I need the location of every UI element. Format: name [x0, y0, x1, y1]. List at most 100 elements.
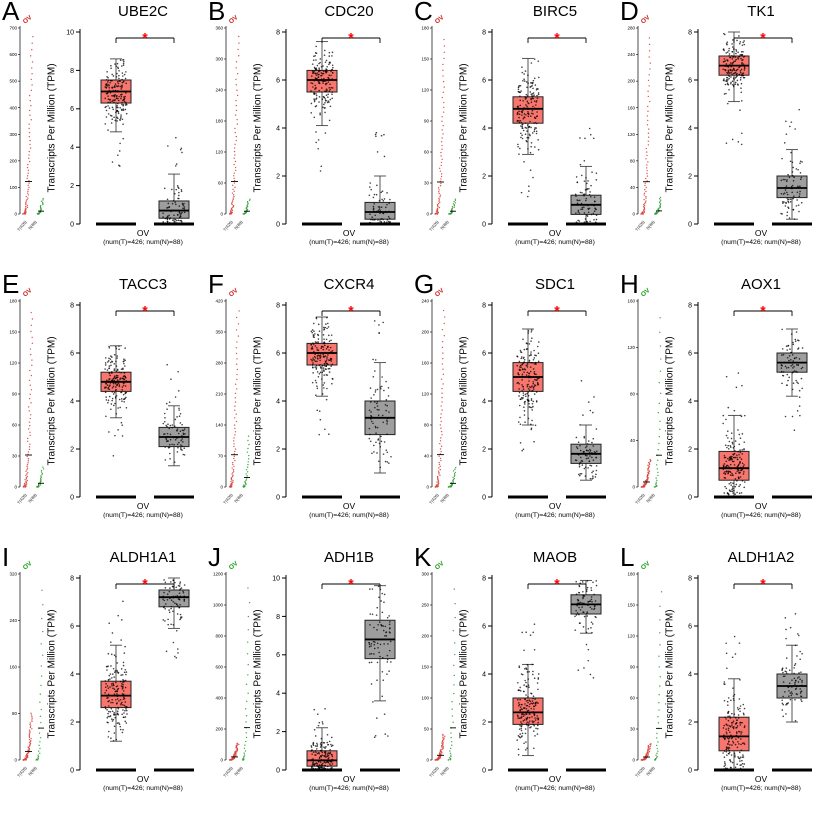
svg-text:N(88): N(88) [233, 765, 244, 777]
svg-text:8: 8 [482, 29, 486, 36]
svg-text:80: 80 [630, 392, 636, 397]
gene-title: UBE2C [117, 3, 169, 20]
svg-text:6: 6 [688, 350, 692, 357]
x-axis-sample-counts: (num(T)=426; num(N)=88) [103, 785, 183, 792]
gene-title: AOX1 [740, 276, 782, 293]
svg-text:0: 0 [688, 494, 692, 501]
boxplot: 0 2 4 6 8 * [482, 29, 606, 228]
panel-j: J ADH1B 0 200 400 600 800 1000 1200 OV T(426) N(8… [206, 543, 412, 819]
svg-text:300: 300 [421, 572, 429, 577]
svg-text:4: 4 [482, 125, 486, 132]
svg-text:180: 180 [215, 119, 223, 124]
x-axis-category: OV [136, 501, 150, 511]
svg-text:90: 90 [424, 119, 430, 124]
svg-text:8: 8 [70, 68, 74, 75]
gene-title: TK1 [747, 3, 775, 20]
svg-text:8: 8 [482, 575, 486, 582]
svg-text:80: 80 [12, 711, 18, 716]
svg-text:6: 6 [688, 623, 692, 630]
boxplot: 0 2 4 6 8 10 * [272, 575, 400, 774]
expression-strip-plot: 0 40 80 120 160 200 240 OV T(426) N(88) [421, 287, 457, 505]
svg-text:4: 4 [276, 691, 280, 698]
svg-text:OV: OV [22, 560, 34, 572]
gene-title: CXCR4 [323, 276, 375, 293]
svg-text:360: 360 [215, 26, 223, 31]
svg-text:*: * [554, 30, 560, 46]
svg-text:*: * [348, 30, 354, 46]
svg-text:0: 0 [688, 767, 692, 774]
svg-text:200: 200 [215, 727, 223, 732]
boxplot: 0 2 4 6 8 * [482, 302, 606, 501]
svg-text:60: 60 [218, 181, 224, 186]
svg-text:8: 8 [276, 29, 280, 36]
svg-text:8: 8 [688, 29, 692, 36]
svg-text:6: 6 [70, 350, 74, 357]
x-axis-category: OV [342, 501, 356, 511]
svg-text:120: 120 [421, 392, 429, 397]
expression-strip-plot: 0 60 120 180 240 300 360 OV T(426) N(88) [215, 14, 251, 232]
svg-text:N(88): N(88) [439, 219, 450, 231]
svg-text:T(426): T(426) [428, 492, 440, 505]
expression-strip-plot: 0 80 160 240 320 OV T(426) N(88) [9, 560, 44, 778]
svg-text:2: 2 [688, 173, 692, 180]
svg-text:6: 6 [276, 652, 280, 659]
y-axis-label: Transcripts Per Million (TPM) [458, 63, 470, 193]
svg-text:500: 500 [9, 79, 17, 84]
gene-title: ALDH1A2 [727, 549, 795, 566]
panel-letter: C [414, 0, 433, 26]
svg-text:0: 0 [632, 758, 635, 763]
svg-text:N(88): N(88) [645, 219, 656, 231]
x-axis-sample-counts: (num(T)=426; num(N)=88) [103, 512, 183, 519]
y-axis-label: Transcripts Per Million (TPM) [458, 609, 470, 739]
expression-strip-plot: 0 70 140 210 280 350 420 OV T(426) N(88) [215, 287, 250, 505]
svg-text:OV: OV [228, 287, 240, 299]
gene-title: MAOB [532, 549, 578, 566]
panel-k: K MAOB 0 50 100 150 200 250 300 OV T(426) N(88) T… [412, 543, 618, 819]
svg-text:2: 2 [70, 183, 74, 190]
svg-text:T(426): T(426) [16, 219, 28, 232]
panel-letter: B [208, 0, 226, 26]
x-axis-category: OV [548, 774, 562, 784]
x-axis-sample-counts: (num(T)=426; num(N)=88) [309, 512, 389, 519]
svg-text:240: 240 [9, 618, 17, 623]
panel-h: H AOX1 0 40 80 120 160 OV T(426) N(88) Transcri… [618, 270, 824, 546]
svg-text:1200: 1200 [213, 572, 224, 577]
svg-text:240: 240 [215, 88, 223, 93]
svg-text:4: 4 [70, 145, 74, 152]
svg-text:*: * [760, 576, 766, 592]
svg-text:T(426): T(426) [16, 765, 28, 778]
svg-text:0: 0 [632, 485, 635, 490]
x-axis-sample-counts: (num(T)=426; num(N)=88) [103, 239, 183, 246]
panel-i: I ALDH1A1 0 80 160 240 320 OV T(426) N(88) Tran… [0, 542, 206, 819]
svg-text:T(426): T(426) [222, 492, 234, 505]
svg-text:150: 150 [9, 330, 17, 335]
svg-text:6: 6 [70, 623, 74, 630]
svg-text:OV: OV [434, 287, 446, 299]
svg-text:*: * [554, 303, 560, 319]
svg-text:60: 60 [424, 150, 430, 155]
svg-text:2: 2 [482, 446, 486, 453]
svg-text:2: 2 [276, 446, 280, 453]
svg-text:OV: OV [434, 14, 446, 26]
boxplot: 0 2 4 6 8 * [688, 575, 812, 774]
svg-text:120: 120 [215, 150, 223, 155]
svg-text:0: 0 [482, 221, 486, 228]
svg-text:2: 2 [70, 719, 74, 726]
svg-text:4: 4 [688, 125, 692, 132]
svg-text:T(426): T(426) [222, 219, 234, 232]
svg-text:0: 0 [220, 485, 223, 490]
svg-text:OV: OV [228, 560, 240, 572]
expression-strip-plot: 0 30 60 90 120 150 180 OV T(426) N(88) [627, 560, 663, 778]
svg-text:420: 420 [215, 299, 223, 304]
svg-text:180: 180 [627, 572, 635, 577]
panel-letter: L [620, 542, 635, 572]
y-axis-label: Transcripts Per Million (TPM) [664, 63, 676, 193]
svg-text:280: 280 [215, 361, 223, 366]
panel-letter: A [2, 0, 20, 26]
gene-title: ADH1B [323, 549, 375, 566]
panel-letter: I [2, 542, 10, 572]
svg-text:100: 100 [9, 185, 17, 190]
svg-text:6: 6 [276, 350, 280, 357]
svg-text:0: 0 [70, 494, 74, 501]
panel-d: D TK1 0 40 80 120 160 200 240 280 OV T(426) N(88) … [618, 0, 824, 273]
